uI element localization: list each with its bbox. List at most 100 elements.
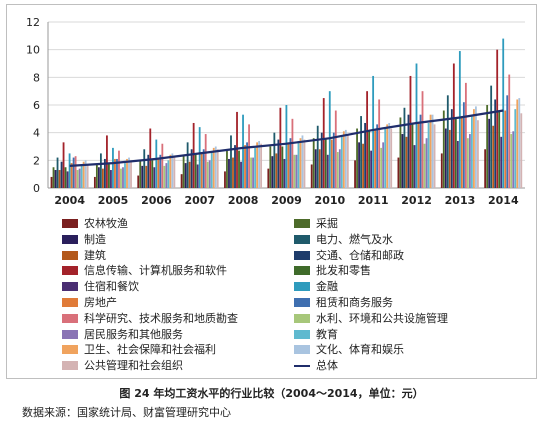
legend-label: 住宿和餐饮 [84,280,139,294]
x-tick-label: 2009 [271,194,302,207]
bar [401,134,404,188]
bar [484,149,487,188]
bar [486,105,489,188]
bar [161,143,164,188]
bar [380,147,383,188]
bar [173,157,176,188]
bar [206,161,209,188]
bar [366,91,369,188]
bar [118,150,120,188]
bar [500,136,503,188]
bar [466,138,469,188]
bar [70,163,73,188]
legend-label: 居民服务和其他服务 [84,327,183,341]
bar [444,128,447,188]
legend-label: 水利、环境和公共设施管理 [316,311,448,325]
legend-label: 金融 [316,280,338,294]
bar [122,167,124,188]
bar [502,38,505,188]
bar [186,142,189,188]
bar [452,63,455,188]
bar [440,153,443,188]
bar [324,138,327,188]
bar [378,99,381,188]
bar [314,149,317,188]
legend-label: 农林牧渔 [84,217,128,230]
bar [68,153,71,188]
bar [460,116,463,188]
legend-item: 卫生、社会保障和社会福利 [62,342,216,357]
bar [498,111,501,188]
legend-label: 采掘 [316,217,338,230]
bar [260,143,263,188]
bar [496,49,499,188]
bar [514,109,517,188]
bar [271,156,274,188]
bar [390,128,393,188]
bar [216,149,219,188]
data-source-note: 数据来源：国家统计局、财富管理研究中心 [22,406,231,419]
bar [301,135,304,188]
legend-swatch [294,234,310,244]
bar [354,160,356,188]
x-tick-label: 2013 [445,194,476,207]
bar [210,152,213,188]
bar [155,139,158,188]
bar [248,124,250,188]
legend-label: 批发和零售 [316,264,371,278]
bar [104,158,106,188]
bar [254,147,256,188]
legend-label: 交通、仓储和邮政 [316,248,404,262]
bar [429,114,432,188]
legend-swatch [294,298,310,307]
bar [190,149,193,188]
legend-item: 批发和零售 [294,263,371,278]
total-line [69,109,504,167]
bar [114,158,116,188]
bar [97,167,100,188]
y-tick-label: 4 [33,127,40,140]
bar-chart: 0 2 4 6 8 10 12 2004 2005 2006 2007 2008 2009 2010 201… [26,16,525,207]
bar [384,128,387,188]
legend-swatch [62,234,78,244]
x-tick-label: 2014 [488,194,519,207]
bar [425,138,428,188]
bar [358,142,360,188]
legend-item: 总体 [294,358,338,373]
legend-swatch [294,329,310,339]
bar [246,142,248,188]
bar [291,118,294,188]
bar [285,105,288,188]
bar [462,102,465,188]
legend-item: 建筑 [62,248,106,263]
bar [269,146,272,188]
bar [232,157,234,188]
bar [50,176,53,188]
bar [84,160,87,188]
legend-swatch [62,345,78,355]
bar [415,63,418,188]
bar [344,129,347,188]
bar [95,164,98,188]
bar [242,114,244,188]
bar [334,110,337,188]
legend-item: 房地产 [62,295,117,310]
bar [316,125,319,188]
legend-item: 水利、环境和公共设施管理 [294,311,448,326]
bar [450,109,453,188]
bar [202,149,205,188]
bar [299,138,302,188]
bar [128,157,130,188]
bar [182,154,185,188]
bar [397,157,400,188]
bar [338,149,341,188]
bar [405,136,408,188]
bar [58,170,61,188]
bar [93,176,96,188]
legend-item: 公共管理和社会组织 [62,358,183,373]
bar [153,167,156,188]
bar [320,132,323,188]
bar [226,149,228,188]
bar [448,129,451,188]
figure-caption: 图 24 年均工资水平的行业比较（2004～2014，单位：元） [119,387,424,400]
